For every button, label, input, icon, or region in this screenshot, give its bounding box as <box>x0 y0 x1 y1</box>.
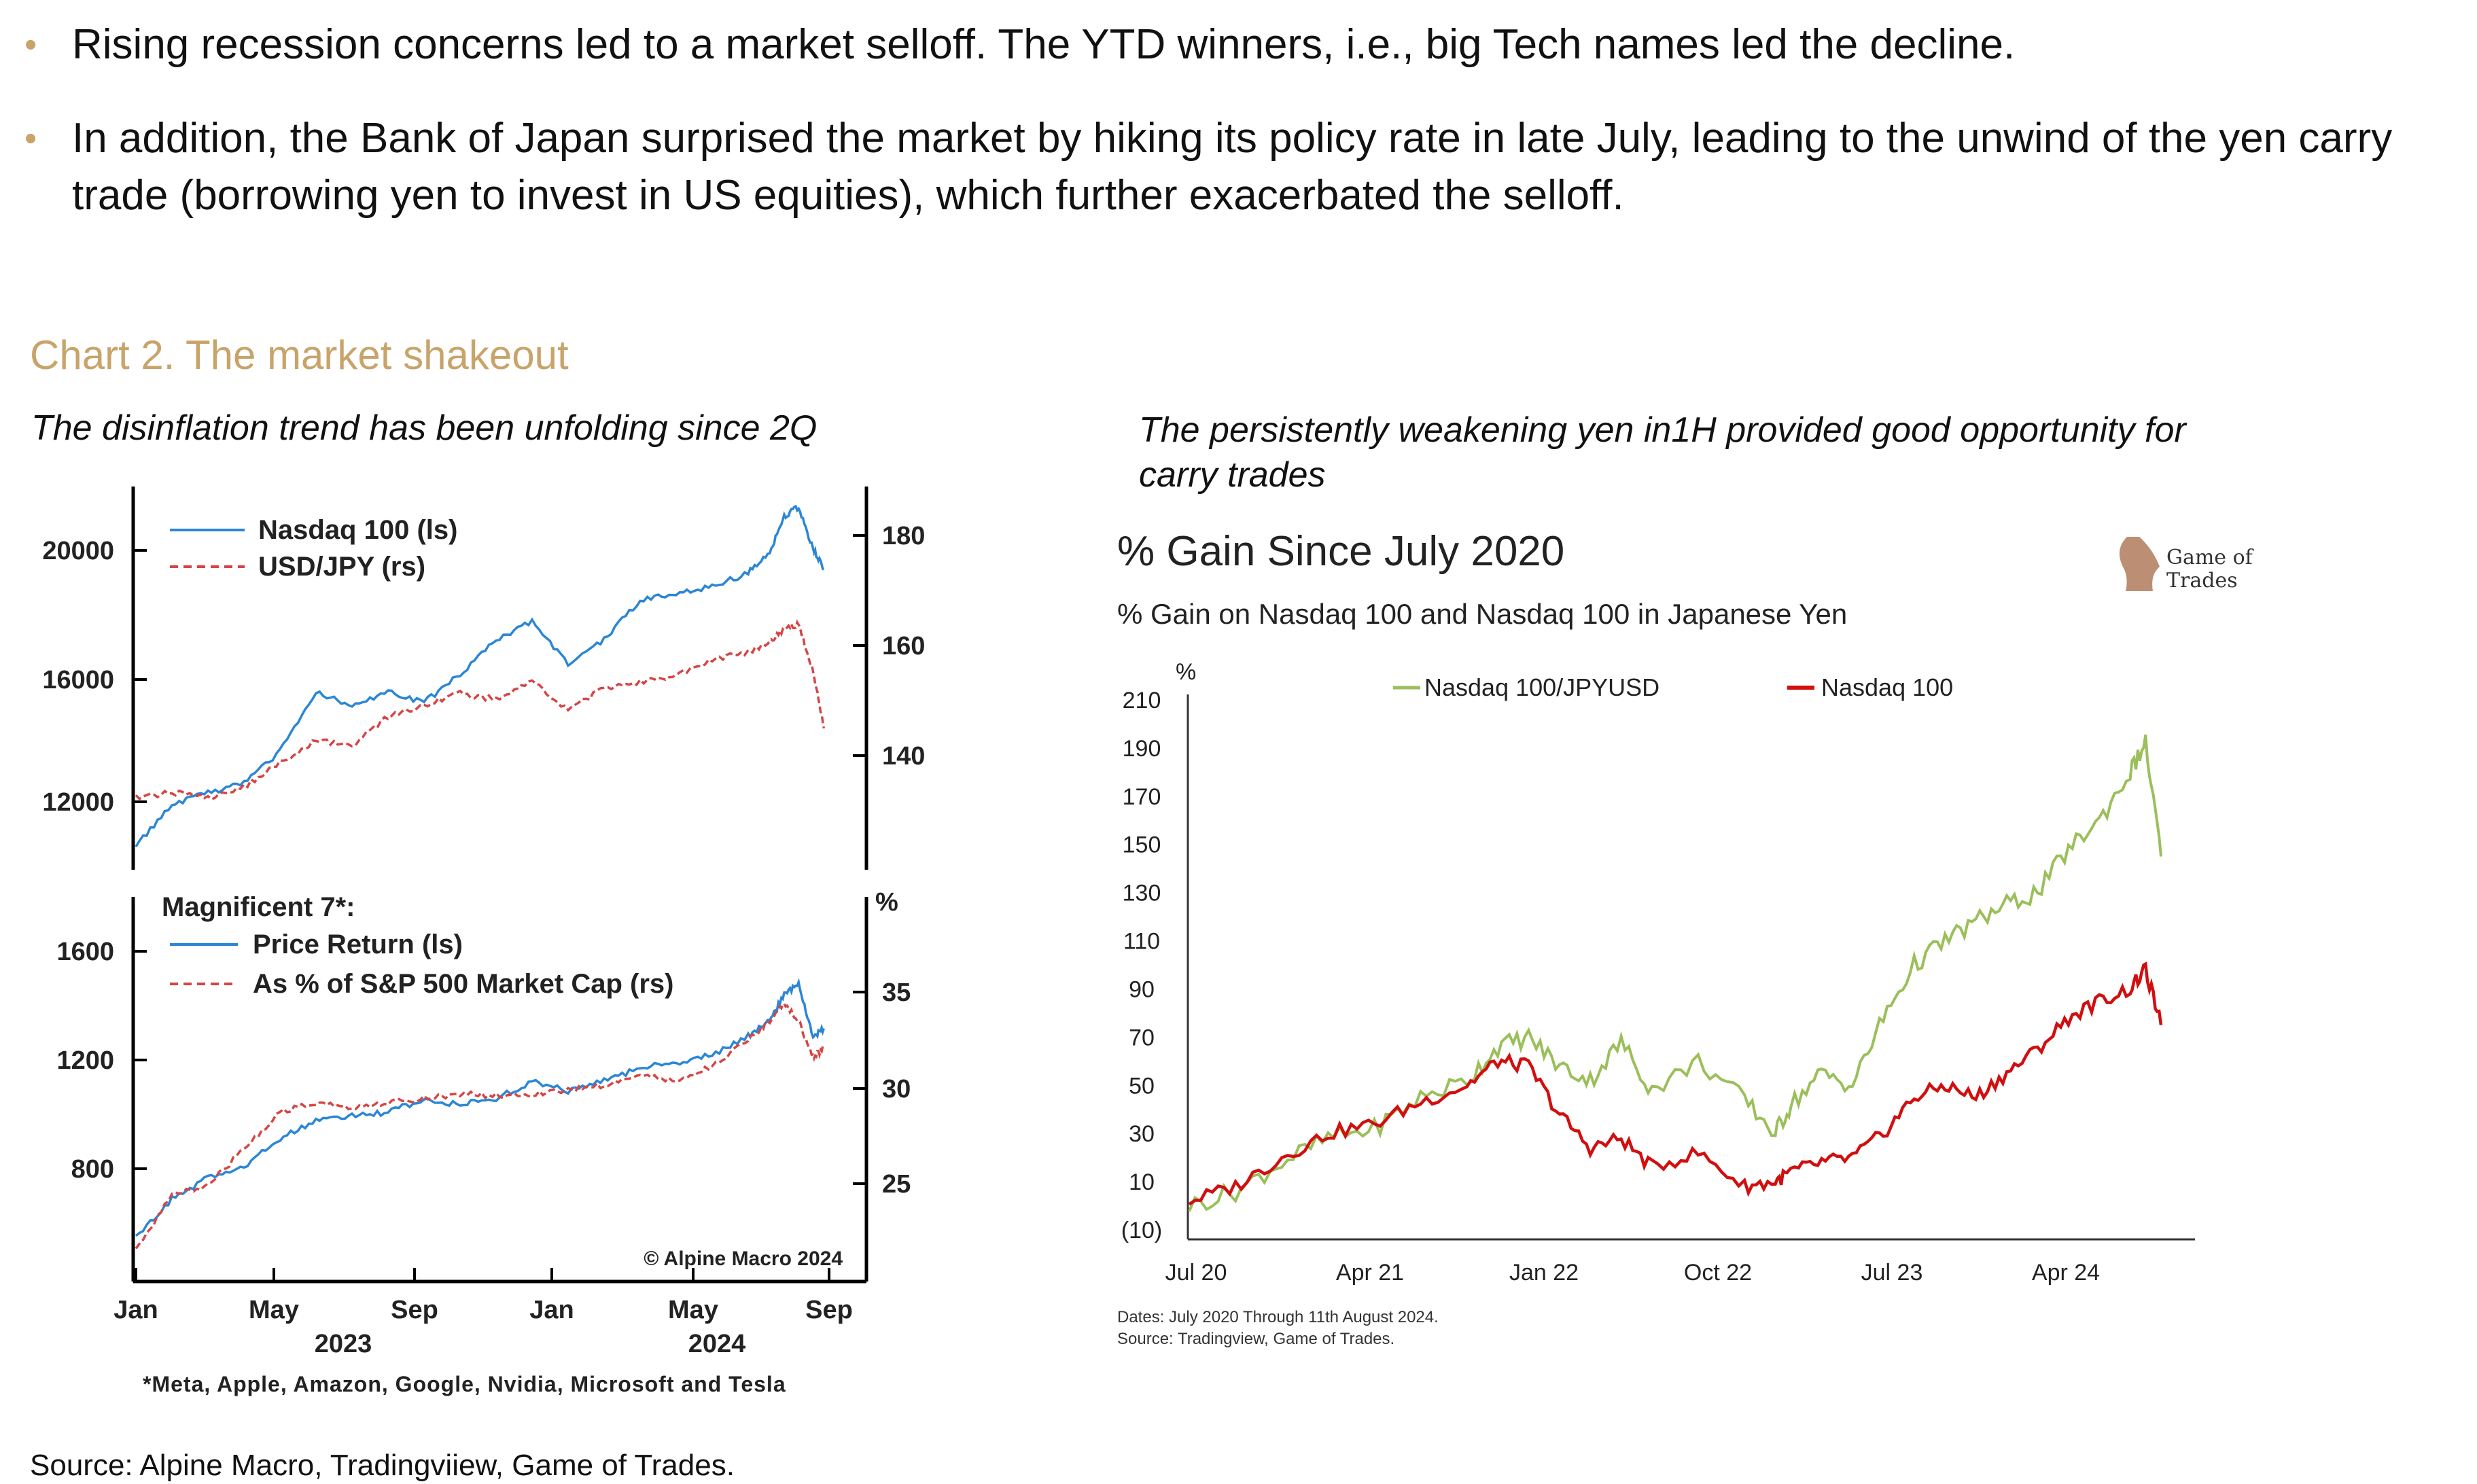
chart-subtitle: % Gain on Nasdaq 100 and Nasdaq 100 in J… <box>1117 598 1847 630</box>
top-left-tick: 12000 <box>42 788 114 817</box>
x-tick-label: Apr 21 <box>1336 1260 1404 1286</box>
x-tick-label: Jan <box>113 1296 158 1324</box>
x-tick-label: Oct 22 <box>1684 1260 1752 1286</box>
y-tick-label: 190 <box>1123 736 1161 762</box>
bottom-series-group <box>135 978 825 1250</box>
right-caption: The persistently weakening yen in1H prov… <box>1139 410 2186 495</box>
bottom-left-tick: 1200 <box>56 1046 114 1075</box>
x-tick-label: Apr 24 <box>2032 1260 2100 1286</box>
legend-label: Nasdaq 100 (ls) <box>258 515 457 545</box>
x-tick-label: May <box>249 1296 299 1324</box>
y-tick-label: 130 <box>1123 881 1161 906</box>
y-tick-label: 150 <box>1123 832 1161 858</box>
logo-text: Game of <box>2166 546 2254 569</box>
bottom-left-tick: 800 <box>71 1155 114 1184</box>
y-unit: % <box>1176 659 1196 685</box>
bullet-dot: • <box>24 25 37 65</box>
y-tick-label: 10 <box>1129 1169 1155 1195</box>
y-tick-label: 110 <box>1123 929 1160 955</box>
knight-icon <box>2119 537 2160 591</box>
x-tick-label: Jul 23 <box>1861 1260 1923 1286</box>
top-series-group <box>135 504 826 848</box>
legend-label: USD/JPY (rs) <box>258 552 425 582</box>
series-group <box>1188 735 2163 1212</box>
right-chart: % Gain Since July 2020 % Gain on Nasdaq … <box>1117 528 2254 1348</box>
y-tick-label: 170 <box>1123 784 1161 810</box>
y-tick-label: 70 <box>1129 1025 1155 1050</box>
logo: Game of Trades <box>2119 537 2254 593</box>
bottom-right-tick: 30 <box>882 1075 911 1103</box>
series-line-0 <box>135 504 825 848</box>
bottom-left-tick: 1600 <box>56 938 114 966</box>
y-tick-group: 210 190 170 150 130 110 90 70 50 30 10 (10) <box>1121 688 1162 1243</box>
logo-text: Trades <box>2166 569 2238 593</box>
x-tick-label: Sep <box>391 1296 438 1324</box>
x-tick-label: Jan 22 <box>1509 1260 1579 1286</box>
x-tick-label: Sep <box>805 1296 853 1324</box>
x-tick-group: Jan May Sep Jan May Sep <box>113 1268 853 1324</box>
source-note: Source: Alpine Macro, Tradingviiew, Game… <box>30 1449 735 1482</box>
series-line-1 <box>135 619 826 801</box>
bullet-dot: • <box>24 119 37 158</box>
legend-label: As % of S&P 500 Market Cap (rs) <box>253 969 673 999</box>
bullet-text: Rising recession concerns led to a marke… <box>72 21 2016 68</box>
series-line-1 <box>135 1002 825 1250</box>
top-right-tick: 160 <box>882 632 925 660</box>
legend-label: Price Return (ls) <box>253 930 463 959</box>
x-tick-label: Jul 20 <box>1165 1260 1227 1286</box>
y-tick-label: 210 <box>1123 688 1161 713</box>
top-right-tick: 180 <box>882 522 925 550</box>
chart-title: % Gain Since July 2020 <box>1117 528 1564 575</box>
x-tick-label: May <box>668 1296 718 1324</box>
chart-heading: Chart 2. The market shakeout <box>30 332 569 378</box>
bullet-text: In addition, the Bank of Japan surprised… <box>72 115 2393 219</box>
series-line-1 <box>1188 961 2163 1206</box>
footnote: *Meta, Apple, Amazon, Google, Nvidia, Mi… <box>143 1372 786 1396</box>
note-dates: Dates: July 2020 Through 11th August 202… <box>1117 1308 1439 1326</box>
y-tick-label: 90 <box>1129 976 1155 1002</box>
bottom-right-unit: % <box>875 888 898 917</box>
legend-label: Nasdaq 100 <box>1821 673 1953 701</box>
y-tick-label: 30 <box>1129 1121 1155 1147</box>
bottom-right-tick: 25 <box>882 1170 911 1199</box>
copyright: © Alpine Macro 2024 <box>644 1248 843 1270</box>
top-left-tick: 16000 <box>42 666 114 694</box>
legend-label: Nasdaq 100/JPYUSD <box>1424 673 1659 701</box>
legend-title: Magnificent 7*: <box>162 892 355 922</box>
y-tick-label: (10) <box>1121 1218 1162 1243</box>
note-source: Source: Tradingview, Game of Trades. <box>1117 1330 1394 1348</box>
x-year: 2024 <box>688 1330 746 1358</box>
top-right-tick: 140 <box>882 742 925 771</box>
left-caption: The disinflation trend has been unfoldin… <box>31 408 818 448</box>
bottom-right-tick: 35 <box>882 978 911 1007</box>
x-tick-group: Jul 20 Apr 21 Jan 22 Oct 22 Jul 23 Apr 24 <box>1165 1260 2100 1286</box>
top-left-tick: 20000 <box>42 537 114 565</box>
x-tick-label: Jan <box>529 1296 574 1324</box>
left-charts: 20000 16000 12000 180 160 140 Nasdaq 100… <box>42 487 925 1396</box>
y-tick-label: 50 <box>1129 1073 1155 1099</box>
series-line-0 <box>135 978 825 1237</box>
x-year: 2023 <box>315 1330 372 1358</box>
series-line-0 <box>1188 735 2162 1212</box>
